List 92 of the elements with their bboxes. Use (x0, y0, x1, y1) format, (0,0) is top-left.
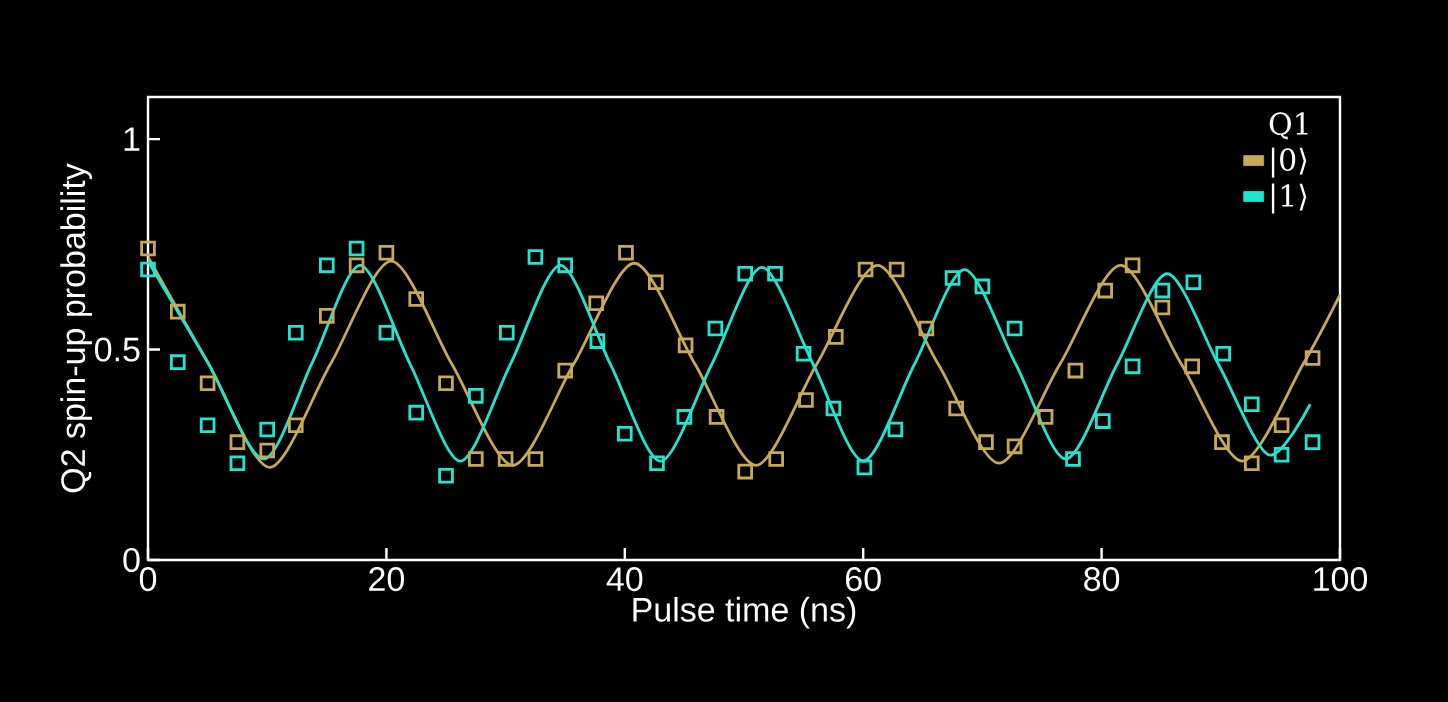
point (140, 261, 156, 278)
x-tick-label: 20 (369, 567, 404, 592)
x-tick-label: 100 (1314, 567, 1368, 592)
point (1304, 434, 1321, 450)
x-tick-label: 80 (1084, 567, 1120, 592)
point (948, 400, 964, 417)
point (527, 451, 544, 467)
x-axis-title: Pulse time (ns) (633, 596, 856, 629)
point (825, 400, 842, 417)
point (557, 362, 573, 379)
point (1273, 417, 1290, 434)
point (1006, 438, 1023, 455)
point (1154, 299, 1171, 316)
point (1214, 434, 1230, 450)
point (1067, 362, 1084, 379)
point (229, 434, 246, 450)
point (737, 463, 753, 480)
point (676, 409, 693, 425)
y-tick-label: 1 (124, 127, 140, 151)
point (527, 249, 544, 265)
point (647, 274, 664, 290)
legend-label: |1⟩ (1271, 183, 1307, 214)
point (856, 459, 873, 476)
point (259, 442, 276, 459)
point (918, 320, 935, 337)
point (348, 240, 365, 257)
point (408, 291, 425, 307)
point (1304, 350, 1321, 366)
point (887, 421, 904, 438)
y-tick-label: 0 (123, 547, 140, 573)
point (1006, 320, 1023, 337)
point (677, 337, 694, 354)
point (438, 375, 454, 392)
point (827, 329, 844, 345)
point (497, 451, 514, 467)
point (1243, 396, 1260, 413)
point (229, 455, 246, 471)
point (319, 308, 335, 324)
point (888, 261, 905, 278)
point (378, 244, 395, 261)
x-tick-label: 40 (606, 567, 643, 592)
point (707, 320, 724, 337)
y-tick-label: 0.5 (95, 337, 140, 362)
point (468, 451, 484, 467)
point (1124, 257, 1141, 274)
point (408, 404, 425, 421)
point (319, 257, 335, 274)
point (944, 270, 961, 286)
point (259, 421, 276, 438)
point (1215, 345, 1231, 362)
point (649, 455, 665, 471)
point (378, 324, 395, 341)
point (199, 375, 216, 392)
point (589, 333, 606, 349)
point (1124, 358, 1141, 375)
point (140, 240, 156, 257)
point (1097, 282, 1113, 299)
point (288, 417, 304, 434)
point (767, 265, 783, 282)
legend-title: Q1 (1269, 112, 1308, 140)
point (1154, 282, 1171, 299)
point (438, 468, 454, 484)
point (708, 409, 725, 425)
point (795, 345, 812, 362)
point (974, 278, 991, 295)
point (737, 265, 753, 282)
x-tick-label: 0 (139, 567, 157, 592)
point (1185, 274, 1202, 290)
point (1094, 413, 1111, 429)
y-axis-title: Q2 spin-up probability (60, 163, 92, 493)
point (798, 392, 814, 408)
point (557, 257, 573, 274)
point (1184, 358, 1200, 375)
point (468, 388, 484, 404)
point (617, 425, 633, 442)
point (348, 257, 365, 274)
point (170, 303, 186, 320)
point (1273, 446, 1290, 463)
point (1065, 451, 1081, 467)
point (199, 417, 216, 434)
point (978, 434, 994, 450)
point (1243, 455, 1260, 471)
point (768, 451, 784, 467)
point (857, 261, 874, 278)
point (588, 295, 604, 312)
point (1037, 409, 1054, 425)
point (499, 324, 515, 341)
legend-label: |0⟩ (1271, 147, 1307, 178)
point (618, 244, 634, 261)
point (170, 354, 186, 370)
point (288, 324, 304, 341)
x-tick-label: 60 (846, 567, 881, 592)
